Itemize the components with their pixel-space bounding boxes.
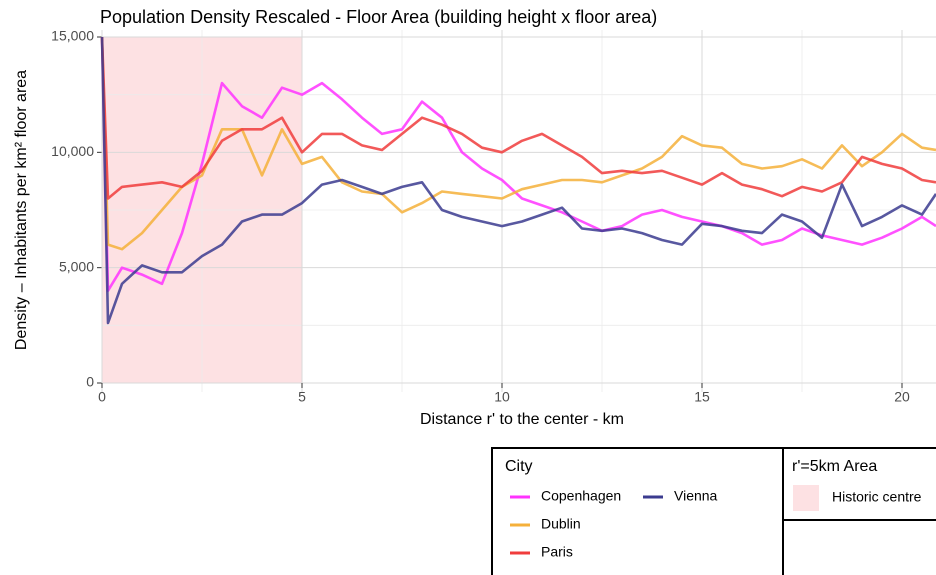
y-axis-label: Density – Inhabitants per km² floor area xyxy=(13,70,30,350)
legend-label: Historic centre xyxy=(832,489,922,505)
legend-label: Copenhagen xyxy=(541,488,621,504)
legend-title: r'=5km Area xyxy=(792,458,877,475)
x-tick-label: 10 xyxy=(494,389,510,405)
series-line xyxy=(100,36,936,325)
y-tick-label: 5,000 xyxy=(59,258,94,274)
legend-label: Dublin xyxy=(541,516,581,532)
legend-box xyxy=(782,519,936,575)
x-tick-label: 20 xyxy=(894,389,910,405)
y-tick-label: 0 xyxy=(86,374,94,390)
legend-title: City xyxy=(505,458,533,475)
x-axis-label: Distance r' to the center - km xyxy=(420,411,624,428)
legend-label: Vienna xyxy=(674,488,718,504)
x-tick-label: 5 xyxy=(298,389,306,405)
x-tick-label: 0 xyxy=(98,389,106,405)
x-tick-label: 15 xyxy=(694,389,710,405)
legend-swatch xyxy=(793,485,819,511)
y-tick-label: 15,000 xyxy=(51,28,94,44)
legend-label: Paris xyxy=(541,544,573,560)
y-tick-label: 10,000 xyxy=(51,143,94,159)
series-line xyxy=(100,36,936,251)
chart-title: Population Density Rescaled - Floor Area… xyxy=(100,7,657,27)
series-line xyxy=(100,36,936,200)
legend-box xyxy=(491,447,784,575)
series-line xyxy=(100,36,936,292)
